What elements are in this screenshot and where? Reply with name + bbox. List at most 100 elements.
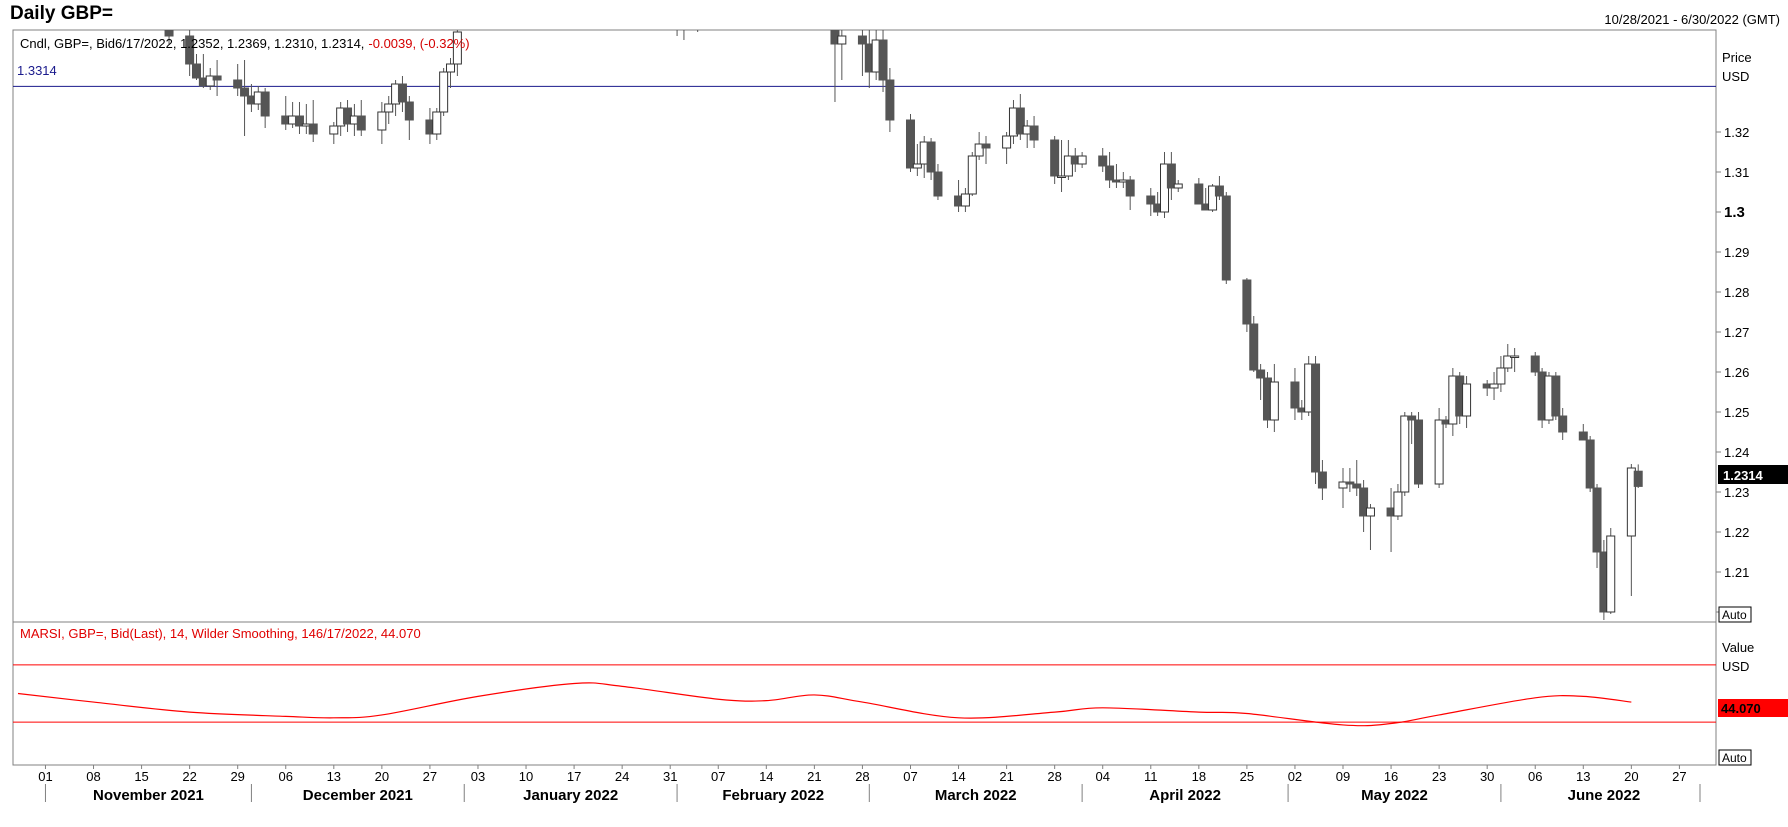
month-label: April 2022: [1149, 787, 1221, 804]
day-tick-label: 02: [1288, 769, 1302, 784]
candle: [974, 132, 984, 160]
price-tick-label: 1.25: [1724, 405, 1749, 420]
price-tick-label: 1.31: [1724, 165, 1749, 180]
candle: [240, 60, 250, 136]
rsi-line: [17, 682, 1632, 727]
candle: [1338, 468, 1348, 508]
candle: [1146, 188, 1156, 216]
day-tick-label: 23: [1432, 769, 1446, 784]
candle: [1352, 460, 1362, 496]
candle: [1585, 436, 1595, 492]
candle: [185, 30, 195, 76]
day-tick-label: 11: [1144, 769, 1158, 784]
rsi-axis-unit: USD: [1722, 659, 1749, 674]
day-tick-label: 21: [807, 769, 821, 784]
day-tick-label: 04: [1095, 769, 1109, 784]
candle: [683, 30, 685, 40]
day-tick-label: 08: [86, 769, 100, 784]
price-auto-button[interactable]: Auto: [1718, 606, 1752, 623]
price-legend-change: -0.0039, (-0.32%): [368, 36, 469, 51]
chart-title: Daily GBP=: [10, 3, 113, 24]
candle: [308, 100, 318, 142]
price-legend-prefix: Cndl, GBP=, Bid6/17/2022, 1.2352, 1.2369…: [20, 36, 364, 51]
day-tick-label: 03: [471, 769, 485, 784]
day-tick-label: 18: [1192, 769, 1206, 784]
day-tick-label: 17: [567, 769, 581, 784]
candle: [1407, 412, 1417, 444]
day-tick-label: 10: [519, 769, 533, 784]
candle: [1345, 468, 1355, 492]
candle: [1057, 140, 1067, 192]
candle: [329, 122, 339, 144]
candle: [1317, 460, 1327, 500]
rsi-auto-label: Auto: [1722, 751, 1747, 765]
candle: [933, 164, 943, 200]
candle: [1311, 356, 1321, 484]
day-tick-label: 06: [279, 769, 293, 784]
candle: [1098, 148, 1108, 172]
month-label: February 2022: [722, 787, 824, 804]
day-tick-label: 28: [1047, 769, 1061, 784]
price-axis-title: Price: [1722, 50, 1752, 65]
last-price-value: 1.2314: [1723, 468, 1764, 483]
candle: [857, 30, 867, 76]
candle: [1489, 372, 1499, 400]
candle: [1414, 412, 1424, 488]
price-tick-label: 1.3: [1724, 204, 1745, 221]
candle: [1290, 368, 1300, 420]
day-tick-label: 24: [615, 769, 629, 784]
candle: [432, 108, 442, 140]
day-tick-label: 16: [1384, 769, 1398, 784]
candle: [878, 30, 888, 92]
candle: [1029, 116, 1039, 148]
price-panel-frame: [12, 29, 1717, 623]
candle: [1077, 152, 1087, 168]
candlestick-series: [13, 0, 1716, 620]
month-label: December 2021: [303, 787, 413, 804]
candle: [1462, 376, 1472, 428]
candle: [1015, 94, 1025, 140]
day-tick-label: 28: [855, 769, 869, 784]
day-tick-label: 01: [38, 769, 52, 784]
candle: [1592, 484, 1602, 568]
candle: [439, 68, 449, 116]
price-tick-label: 1.32: [1724, 125, 1749, 140]
price-tick-label: 1.26: [1724, 365, 1749, 380]
rsi-legend: MARSI, GBP=, Bid(Last), 14, Wilder Smoot…: [20, 626, 421, 641]
day-tick-label: 14: [759, 769, 773, 784]
candle: [404, 96, 414, 140]
candle: [1551, 372, 1561, 420]
candle: [1503, 344, 1513, 372]
price-tick-label: 1.24: [1724, 445, 1749, 460]
day-tick-label: 22: [182, 769, 196, 784]
day-tick-label: 30: [1480, 769, 1494, 784]
day-tick-label: 09: [1336, 769, 1350, 784]
price-tick-label: 1.28: [1724, 285, 1749, 300]
day-tick-label: 15: [134, 769, 148, 784]
day-tick-label: 13: [327, 769, 341, 784]
price-tick-label: 1.23: [1724, 485, 1749, 500]
candle: [687, 0, 695, 28]
candle: [212, 60, 222, 96]
price-legend: Cndl, GBP=, Bid6/17/2022, 1.2352, 1.2369…: [20, 36, 470, 51]
candle: [260, 88, 270, 128]
rsi-last-value: 44.070: [1721, 701, 1761, 716]
candle: [1221, 192, 1231, 284]
candle: [837, 30, 847, 80]
candle: [233, 64, 243, 96]
candle: [377, 102, 387, 144]
month-label: June 2022: [1568, 787, 1641, 804]
candle: [1050, 136, 1060, 184]
rsi-auto-button[interactable]: Auto: [1718, 749, 1752, 766]
candle: [1002, 132, 1012, 164]
price-tick-label: 1.21: [1724, 565, 1749, 580]
candle: [912, 144, 922, 176]
candle: [164, 30, 174, 44]
last-price-flag: [1718, 465, 1788, 484]
candle: [356, 100, 366, 136]
month-label: November 2021: [93, 787, 204, 804]
candle: [452, 30, 462, 76]
rsi-last-flag: [1718, 699, 1788, 717]
candle: [1214, 176, 1224, 200]
